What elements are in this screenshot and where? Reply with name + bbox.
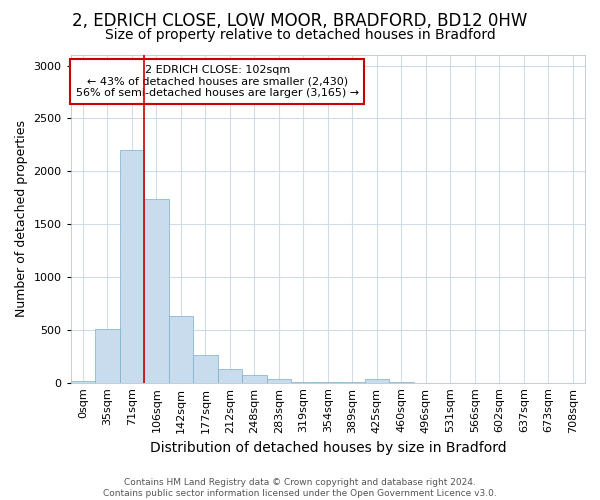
Bar bbox=[71, 380, 95, 382]
Y-axis label: Number of detached properties: Number of detached properties bbox=[15, 120, 28, 318]
Text: Size of property relative to detached houses in Bradford: Size of property relative to detached ho… bbox=[104, 28, 496, 42]
Bar bbox=[365, 379, 389, 382]
Bar bbox=[119, 150, 144, 382]
Text: Contains HM Land Registry data © Crown copyright and database right 2024.
Contai: Contains HM Land Registry data © Crown c… bbox=[103, 478, 497, 498]
Bar bbox=[266, 379, 291, 382]
X-axis label: Distribution of detached houses by size in Bradford: Distribution of detached houses by size … bbox=[149, 441, 506, 455]
Text: 2, EDRICH CLOSE, LOW MOOR, BRADFORD, BD12 0HW: 2, EDRICH CLOSE, LOW MOOR, BRADFORD, BD1… bbox=[73, 12, 527, 30]
Bar bbox=[144, 199, 169, 382]
Bar bbox=[242, 376, 266, 382]
Bar bbox=[95, 329, 119, 382]
Bar bbox=[169, 316, 193, 382]
Bar bbox=[218, 369, 242, 382]
Bar bbox=[193, 355, 218, 382]
Text: 2 EDRICH CLOSE: 102sqm
← 43% of detached houses are smaller (2,430)
56% of semi-: 2 EDRICH CLOSE: 102sqm ← 43% of detached… bbox=[76, 65, 359, 98]
